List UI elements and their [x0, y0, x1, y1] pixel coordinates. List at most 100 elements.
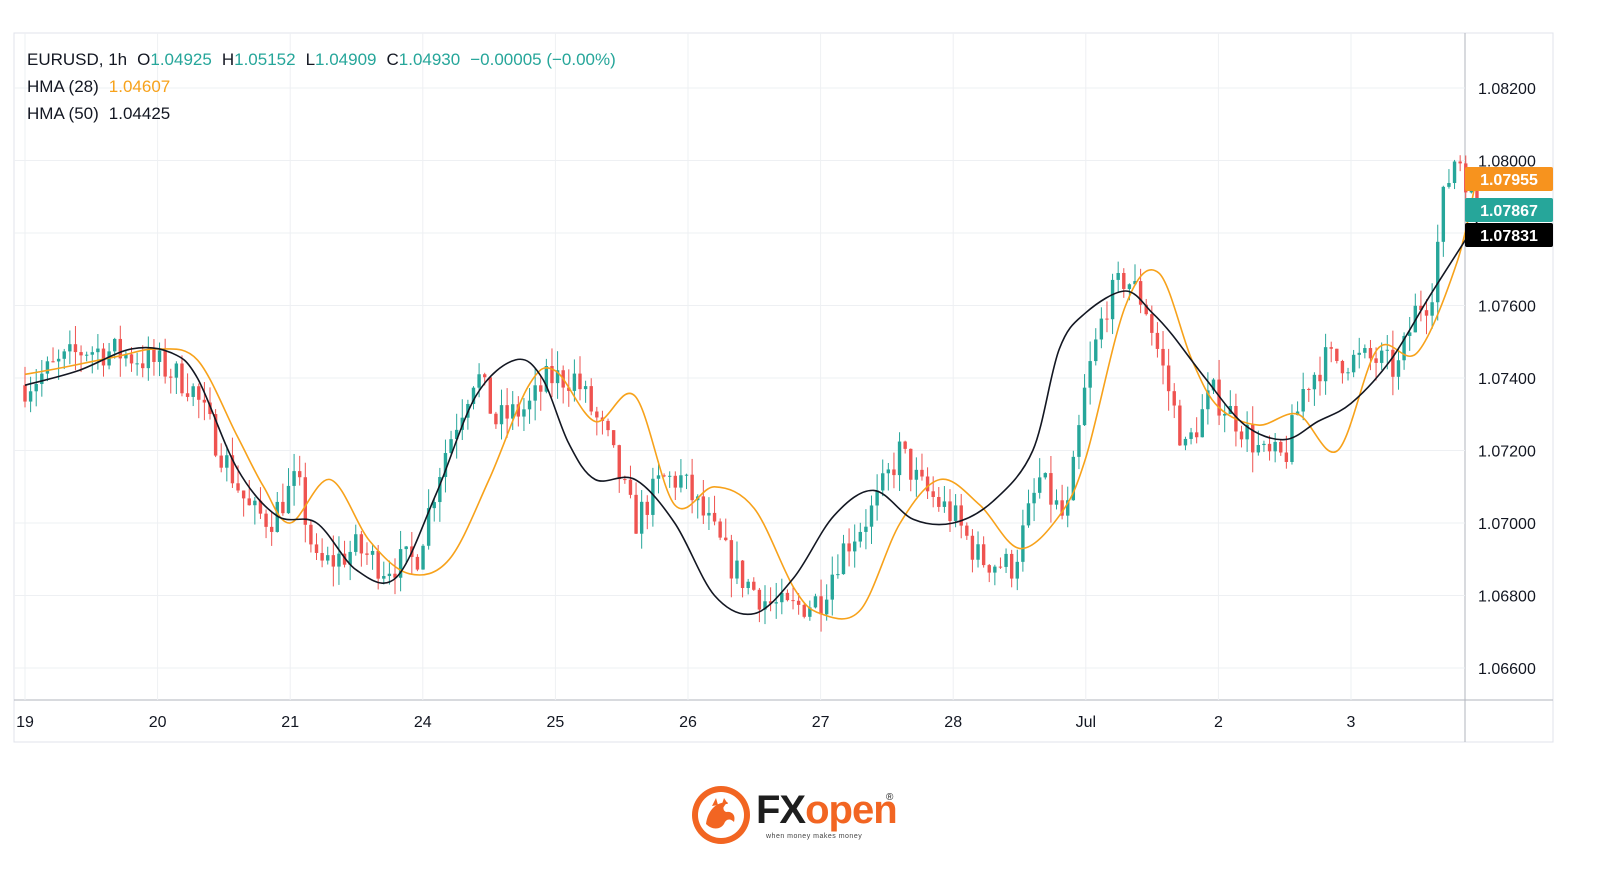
candle — [84, 351, 89, 362]
candle-body — [213, 414, 218, 456]
candle-body — [118, 338, 123, 359]
candle-body — [90, 352, 94, 355]
candle-body — [1340, 360, 1345, 374]
candle — [1351, 349, 1356, 378]
candle-body — [673, 475, 678, 488]
price-tags: 1.07955 1.07867 1.07831 — [1465, 167, 1553, 247]
candle — [1183, 436, 1188, 451]
candle-body — [522, 409, 526, 417]
close-value: 1.04930 — [398, 50, 461, 69]
candle — [1172, 383, 1176, 419]
candle-body — [757, 589, 762, 610]
symbol-label[interactable]: EURUSD, 1h — [27, 50, 128, 69]
candle-body — [1363, 348, 1367, 353]
candle-body — [808, 607, 812, 617]
x-tick-label: 28 — [944, 714, 962, 731]
price-tag-label: 1.07955 — [1480, 172, 1538, 189]
candle-body — [987, 565, 991, 573]
candlestick-series — [23, 155, 1479, 632]
candle — [174, 361, 179, 394]
candle — [68, 330, 72, 365]
candle — [124, 351, 128, 367]
candle — [561, 365, 565, 404]
hma50-value: 1.04425 — [108, 104, 171, 123]
candle-body — [1026, 503, 1031, 526]
candle-body — [606, 420, 610, 431]
candle — [1082, 374, 1087, 427]
candle — [673, 471, 678, 500]
candle-body — [746, 581, 750, 589]
candle — [1211, 378, 1216, 395]
candle — [724, 518, 728, 542]
candle-body — [141, 363, 145, 369]
candle — [1323, 333, 1328, 395]
candle — [651, 467, 655, 527]
candle — [1178, 399, 1182, 446]
candle — [404, 545, 408, 565]
hma28-legend-row[interactable]: HMA (28) 1.04607 — [27, 73, 626, 100]
candle — [583, 380, 588, 403]
candle-body — [174, 363, 179, 378]
y-tick-label: 1.07000 — [1478, 516, 1536, 533]
candle-body — [763, 601, 767, 610]
candle-body — [135, 363, 139, 365]
candle — [359, 530, 364, 567]
candle — [1419, 290, 1423, 322]
candle-body — [690, 474, 694, 501]
candle — [258, 487, 263, 519]
candle — [331, 535, 336, 587]
candle-body — [1396, 360, 1401, 377]
candle — [488, 377, 493, 414]
candle-body — [634, 494, 638, 534]
candle-body — [662, 475, 666, 477]
candle — [1374, 347, 1378, 381]
candle — [230, 437, 235, 488]
candle — [56, 349, 61, 380]
candle — [1284, 435, 1289, 469]
candle — [948, 489, 952, 532]
candle — [438, 467, 442, 522]
candle — [454, 413, 459, 459]
candle — [712, 495, 717, 526]
candle-body — [1407, 332, 1412, 336]
candle — [421, 544, 425, 570]
candle-body — [79, 352, 83, 356]
candle-body — [342, 553, 347, 565]
candle-body — [365, 553, 369, 555]
candle-body — [1436, 241, 1440, 303]
candle — [1239, 425, 1244, 448]
candle-body — [583, 386, 588, 390]
candle — [297, 455, 302, 486]
candle-body — [449, 439, 453, 454]
candle — [970, 529, 975, 573]
candle — [897, 432, 902, 491]
candle-body — [1391, 349, 1395, 377]
candle — [1077, 414, 1081, 470]
candle-body — [348, 551, 352, 565]
candle — [286, 468, 291, 514]
chart-legend: EURUSD, 1h O1.04925 H1.05152 L1.04909 C1.049… — [27, 46, 626, 127]
candle — [768, 587, 773, 612]
low-value: 1.04909 — [315, 50, 377, 69]
candle — [1155, 322, 1160, 358]
candle-body — [981, 544, 986, 566]
candle-body — [1379, 350, 1384, 363]
candle-body — [51, 361, 55, 363]
candle — [527, 388, 532, 424]
candle — [1015, 549, 1019, 591]
candle — [1340, 359, 1345, 384]
open-label: O — [137, 50, 151, 69]
candle — [589, 378, 593, 416]
candle — [28, 376, 33, 413]
candle-body — [112, 338, 117, 352]
candle — [987, 564, 991, 583]
candle — [51, 347, 55, 363]
candle-body — [1211, 379, 1216, 391]
hma50-legend-row[interactable]: HMA (50) 1.04425 — [27, 100, 626, 127]
candle-body — [292, 471, 296, 486]
candle — [522, 398, 526, 431]
candle — [191, 383, 195, 407]
candle — [499, 389, 504, 440]
time-axis[interactable]: 19 20 21 24 25 26 27 28 Jul 2 3 — [16, 714, 1355, 731]
